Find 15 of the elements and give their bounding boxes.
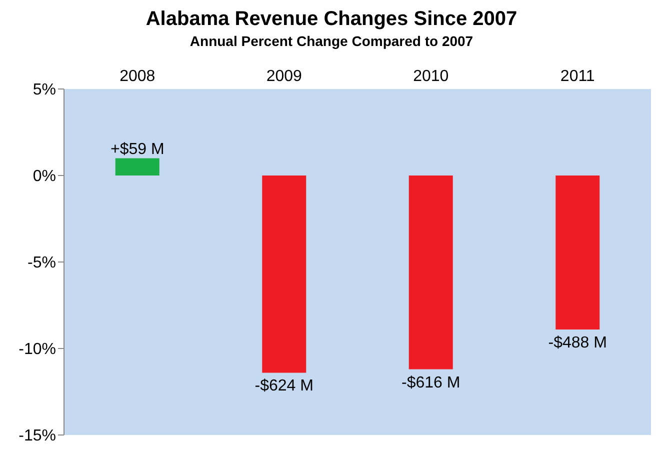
chart-title: Alabama Revenue Changes Since 2007	[144, 8, 518, 31]
annotation: -$624 M	[254, 378, 314, 395]
x-tick-label: 2010	[413, 68, 449, 85]
annotation: -$616 M	[402, 374, 460, 392]
y-tick-label: 5%	[32, 82, 56, 99]
x-tick-label: 2008	[120, 68, 156, 85]
y-tick-label: 0%	[32, 168, 56, 186]
y-tick-label: -5%	[28, 254, 56, 272]
chart-subtitle: Annual Percent Change Compared to 2007	[188, 33, 474, 49]
x-tick-label: 2011	[560, 68, 595, 85]
y-tick-label: -10%	[18, 341, 56, 358]
x-tick-label: 2009	[266, 68, 302, 85]
y-tick-label: -15%	[18, 428, 56, 445]
annotation: +$59 M	[110, 141, 164, 158]
annotation: -$488 M	[548, 334, 607, 352]
